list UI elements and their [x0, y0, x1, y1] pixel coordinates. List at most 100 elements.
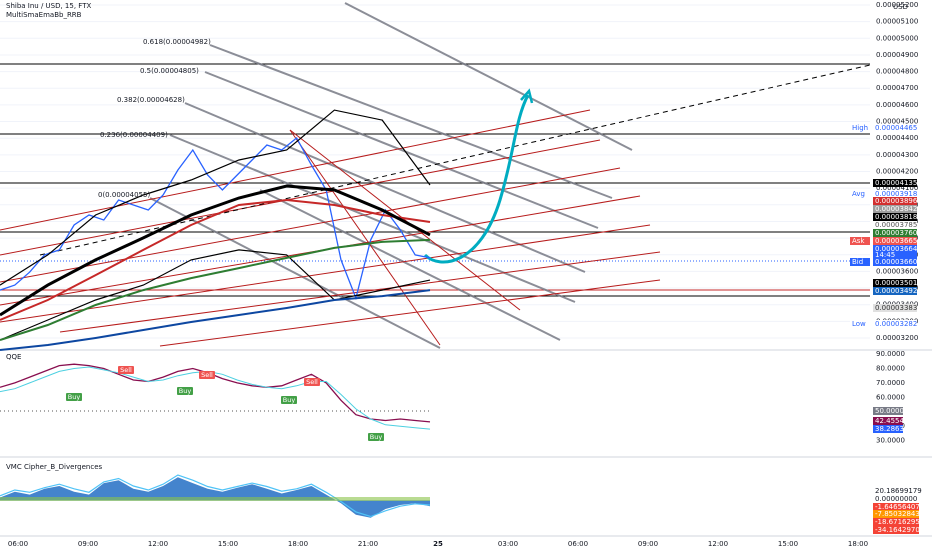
series-line — [0, 289, 431, 351]
tag-caption-bg — [850, 124, 870, 132]
arrow — [423, 94, 530, 264]
tag-caption-bg — [850, 320, 870, 328]
signal-label: Buy — [283, 396, 296, 404]
value-tag: -7.85032843 — [875, 510, 920, 518]
zero-band — [0, 497, 430, 501]
series-line — [0, 184, 431, 317]
y-tick-label: 0.00004500 — [876, 118, 918, 126]
y-tick-label: 0.00004300 — [876, 151, 918, 159]
time-label: 21:00 — [358, 540, 378, 548]
channel-line — [289, 129, 441, 346]
fib-label: 0.5(0.00004805) — [140, 67, 199, 75]
series-line — [0, 137, 431, 301]
value-tag-bg — [873, 407, 903, 415]
price-tag: 0.00003818 — [875, 213, 917, 221]
price-tag: 0.00003760 — [875, 229, 917, 237]
y-tick-label: 0.00004600 — [876, 101, 918, 109]
time-label: 06:00 — [568, 540, 588, 548]
price-tag-bg — [873, 320, 917, 328]
price-tag-bg — [873, 197, 917, 205]
time-label: 09:00 — [78, 540, 98, 548]
price-tag: 0.00003918 — [875, 190, 917, 198]
price-tag: 0.00003492 — [875, 287, 917, 295]
currency: USD — [893, 3, 908, 11]
channel-line — [289, 129, 521, 311]
price-tag-bg — [873, 245, 917, 253]
drawings — [0, 2, 871, 349]
channel-line — [159, 279, 661, 347]
price-tag: 0.00003282 — [875, 320, 917, 328]
y-tick-label: 0.00003600 — [876, 267, 918, 275]
y-tick-label: 0.00004800 — [876, 68, 918, 76]
price-tag-bg — [873, 258, 917, 266]
time-label: 06:00 — [8, 540, 28, 548]
y-tick-label: 0.00005100 — [876, 18, 918, 26]
arrow-head — [520, 88, 534, 104]
time-label: 25 — [433, 540, 443, 548]
time-label: 09:00 — [638, 540, 658, 548]
symbol-title: Shiba Inu / USD, 15, FTX — [6, 2, 91, 10]
y-tick-label: 0.00005000 — [876, 34, 918, 42]
y-tick-label: 80.0000 — [876, 364, 905, 372]
tag-caption: Low — [852, 320, 866, 328]
price-tag: 14:45 — [875, 251, 895, 259]
price-tag: 0.00003501 — [875, 279, 917, 287]
channel-line — [0, 167, 621, 283]
time-label: 15:00 — [218, 540, 238, 548]
y-tick-label: 0.00004400 — [876, 134, 918, 142]
y-tick-label: 0.00004900 — [876, 51, 918, 59]
y-tick-label: 90.0000 — [876, 350, 905, 358]
tag-caption-bg — [850, 237, 870, 245]
signal-bg — [177, 387, 193, 395]
fib-label: 0.618(0.00004982) — [143, 38, 211, 46]
series-line — [0, 198, 431, 321]
fib-line — [169, 134, 576, 303]
fib-line — [204, 71, 599, 229]
wave-line — [0, 474, 431, 518]
y-tick-label: 0.00003200 — [876, 334, 918, 342]
time-label: 15:00 — [778, 540, 798, 548]
tag-caption-bg — [850, 258, 870, 266]
y-tick-label: 70.0000 — [876, 379, 905, 387]
value-tag: -34.16429701 — [875, 526, 924, 534]
fib-label: 0.236(0.00004409) — [100, 131, 168, 139]
series-line — [0, 109, 431, 286]
signal-label: Buy — [179, 387, 192, 395]
value-tag-bg — [873, 503, 919, 511]
channel-line — [0, 109, 591, 231]
price-tag: 0.00004135 — [875, 179, 917, 187]
fib-line — [184, 102, 586, 273]
price-axis — [870, 0, 932, 550]
y-tick-label: 0.00005200 — [876, 1, 918, 9]
price-tag-bg — [873, 213, 917, 221]
fib-line — [149, 197, 441, 349]
trend-line — [39, 64, 871, 256]
value-tag: 0.00000000 — [875, 495, 917, 503]
value-tag-bg — [873, 526, 919, 534]
value-tag: -1.64656407 — [875, 503, 920, 511]
signal-bg — [118, 366, 134, 374]
price-tag-bg — [873, 190, 917, 198]
pane-title: VMC Cipher_B_Divergences — [6, 463, 103, 471]
price-tag-bg — [873, 287, 917, 295]
signal-label: Buy — [370, 433, 383, 441]
y-tick-label: 30.0000 — [876, 437, 905, 445]
tag-caption-bg — [850, 190, 870, 198]
series-line — [0, 238, 431, 341]
signal-bg — [368, 433, 384, 441]
y-tick-label: 0.00004700 — [876, 84, 918, 92]
price-tag: 0.00003896 — [875, 197, 918, 205]
fib-label: 0.382(0.00004628) — [117, 96, 185, 104]
price-tag-bg — [873, 124, 917, 132]
price-tag-bg — [873, 304, 917, 312]
signal-label: Sell — [120, 366, 132, 374]
value-tag: -18.67162957 — [875, 518, 924, 526]
time-label: 12:00 — [708, 540, 728, 548]
indicator-title: MultiSmaEmaBb_RRB — [6, 11, 82, 19]
price-tag: 0.00003785 — [875, 221, 917, 229]
fib-line — [209, 44, 613, 199]
price-tag-bg — [873, 221, 917, 229]
series-line — [0, 249, 431, 341]
y-tick-label: 60.0000 — [876, 393, 905, 401]
time-label: 18:00 — [288, 540, 308, 548]
